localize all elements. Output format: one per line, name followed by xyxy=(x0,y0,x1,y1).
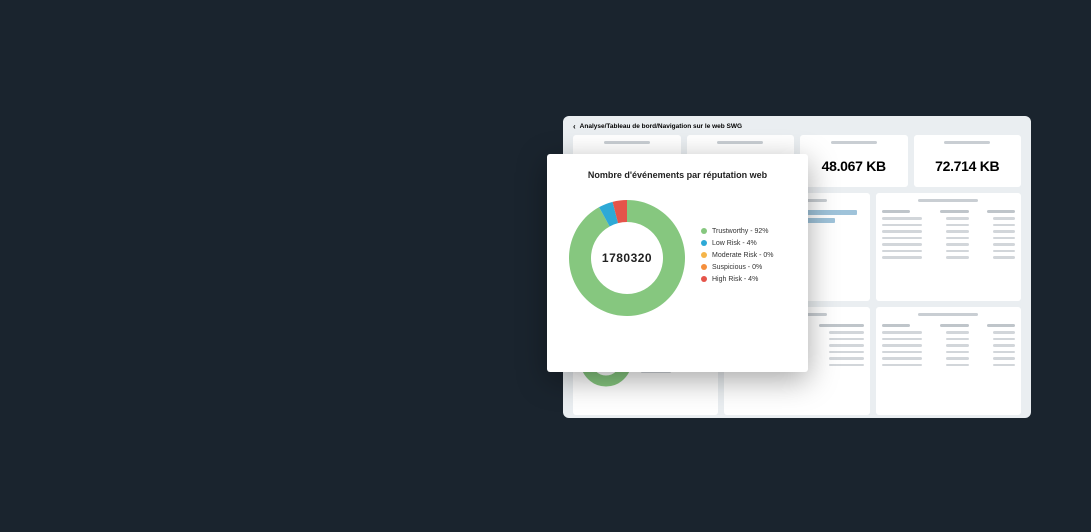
legend-dot-icon xyxy=(701,228,707,234)
legend-dot-icon xyxy=(701,252,707,258)
legend-dot-icon xyxy=(701,240,707,246)
breadcrumb[interactable]: ‹ Analyse/Tableau de bord/Navigation sur… xyxy=(567,120,1027,133)
placeholder-line xyxy=(944,141,990,144)
popover-title: Nombre d'événements par réputation web xyxy=(561,170,794,180)
legend-label: Trustworthy - 92% xyxy=(712,228,769,235)
legend-label: High Risk - 4% xyxy=(712,276,758,283)
placeholder-line xyxy=(604,141,650,144)
legend-item: Suspicious - 0% xyxy=(701,264,773,271)
legend-item: Moderate Risk - 0% xyxy=(701,252,773,259)
legend: Trustworthy - 92% Low Risk - 4% Moderate R… xyxy=(701,228,773,283)
legend-dot-icon xyxy=(701,264,707,270)
stat-value: 48.067 KB xyxy=(822,158,886,174)
donut-total: 1780320 xyxy=(567,198,687,318)
placeholder-line xyxy=(717,141,763,144)
breadcrumb-text: Analyse/Tableau de bord/Navigation sur l… xyxy=(580,123,742,130)
placeholder-line xyxy=(918,313,978,316)
placeholder-line xyxy=(918,199,978,202)
donut-chart: 1780320 xyxy=(567,198,687,318)
legend-label: Suspicious - 0% xyxy=(712,264,762,271)
stat-card[interactable]: 72.714 KB xyxy=(914,135,1022,187)
panel-table[interactable] xyxy=(876,307,1021,415)
stat-card[interactable]: 48.067 KB xyxy=(800,135,908,187)
table-placeholder xyxy=(882,324,1015,366)
legend-label: Low Risk - 4% xyxy=(712,240,757,247)
chevron-left-icon[interactable]: ‹ xyxy=(573,122,576,131)
legend-item: Trustworthy - 92% xyxy=(701,228,773,235)
reputation-popover: Nombre d'événements par réputation web 1… xyxy=(547,154,808,372)
panel-table[interactable] xyxy=(876,193,1021,301)
placeholder-line xyxy=(831,141,877,144)
stat-value: 72.714 KB xyxy=(935,158,999,174)
table-placeholder xyxy=(882,210,1015,259)
legend-label: Moderate Risk - 0% xyxy=(712,252,773,259)
legend-dot-icon xyxy=(701,276,707,282)
legend-item: High Risk - 4% xyxy=(701,276,773,283)
legend-item: Low Risk - 4% xyxy=(701,240,773,247)
